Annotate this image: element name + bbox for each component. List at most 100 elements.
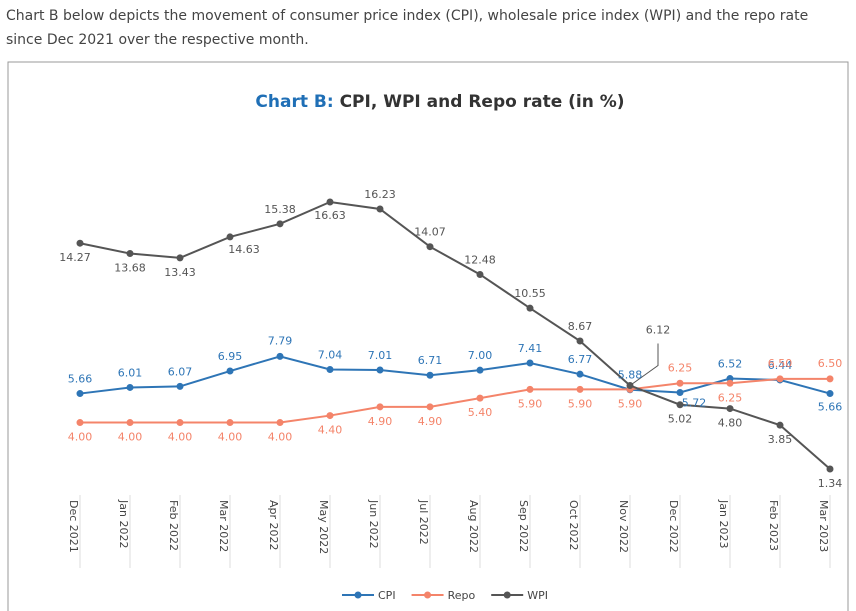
data-point bbox=[276, 220, 284, 228]
intro-box: Chart B below depicts the movement of co… bbox=[6, 8, 809, 48]
legend-label: CPI bbox=[378, 589, 396, 602]
data-label: 7.41 bbox=[518, 342, 543, 355]
data-label: 7.01 bbox=[368, 349, 393, 362]
data-point bbox=[826, 375, 834, 383]
data-label: 6.71 bbox=[418, 354, 443, 367]
data-point bbox=[726, 405, 734, 413]
title-main: CPI, WPI and Repo rate (in %) bbox=[340, 92, 625, 112]
data-label: 4.00 bbox=[168, 431, 193, 444]
x-tick-label: Nov 2022 bbox=[617, 500, 630, 553]
legend-label: WPI bbox=[527, 589, 548, 602]
data-point bbox=[476, 270, 484, 278]
data-label: 5.88 bbox=[618, 369, 643, 382]
data-point bbox=[376, 403, 384, 411]
data-point bbox=[826, 390, 834, 398]
x-tick-label: Mar 2022 bbox=[217, 500, 230, 552]
data-label: 8.67 bbox=[568, 320, 593, 333]
series-line bbox=[80, 377, 830, 424]
data-point bbox=[76, 239, 84, 247]
data-label: 4.80 bbox=[718, 417, 743, 430]
data-point bbox=[176, 254, 184, 262]
data-label: 6.52 bbox=[718, 358, 743, 371]
data-label: 5.90 bbox=[618, 397, 643, 410]
x-tick-label: Jan 2022 bbox=[117, 499, 130, 548]
data-point bbox=[226, 367, 234, 375]
data-label: 6.07 bbox=[168, 365, 193, 378]
data-point bbox=[426, 403, 434, 411]
data-point bbox=[276, 419, 284, 427]
x-tick-label: Dec 2022 bbox=[667, 500, 680, 553]
data-point bbox=[526, 385, 534, 393]
x-tick-label: Jan 2023 bbox=[717, 499, 730, 548]
data-label: 5.66 bbox=[818, 401, 843, 414]
data-label: 6.25 bbox=[718, 391, 743, 404]
legend-label: Repo bbox=[448, 589, 476, 602]
data-point bbox=[676, 379, 684, 387]
data-label: 5.90 bbox=[518, 397, 543, 410]
data-point bbox=[726, 379, 734, 387]
data-point bbox=[226, 233, 234, 241]
x-tick-label: Feb 2022 bbox=[167, 500, 180, 551]
data-point bbox=[776, 375, 784, 383]
chart-frame bbox=[7, 61, 849, 611]
data-point bbox=[126, 383, 134, 391]
x-tick-label: Sep 2022 bbox=[517, 500, 530, 552]
x-tick-label: Mar 2023 bbox=[817, 500, 830, 552]
data-point bbox=[326, 412, 334, 420]
data-point bbox=[376, 366, 384, 374]
x-tick-label: Dec 2021 bbox=[67, 500, 80, 553]
data-point bbox=[426, 243, 434, 251]
data-point bbox=[576, 337, 584, 345]
data-point bbox=[426, 371, 434, 379]
data-point bbox=[476, 394, 484, 402]
leader-line bbox=[629, 343, 659, 386]
data-point bbox=[326, 198, 334, 206]
data-point bbox=[526, 304, 534, 312]
legend-dot bbox=[424, 591, 432, 599]
x-tick-label: Oct 2022 bbox=[567, 500, 580, 551]
data-label: 4.00 bbox=[68, 431, 93, 444]
data-label: 5.02 bbox=[668, 413, 693, 426]
data-label: 5.40 bbox=[468, 406, 493, 419]
data-point bbox=[326, 365, 334, 373]
x-tick-label: Feb 2023 bbox=[767, 500, 780, 551]
data-point bbox=[626, 382, 634, 390]
data-label: 6.50 bbox=[768, 357, 793, 370]
intro-text: Chart B below depicts the movement of co… bbox=[6, 8, 809, 48]
data-label: 15.38 bbox=[264, 203, 296, 216]
data-label: 13.68 bbox=[114, 262, 146, 275]
data-label: 7.00 bbox=[468, 349, 493, 362]
data-point bbox=[676, 389, 684, 397]
data-label: 13.43 bbox=[164, 266, 196, 279]
data-point bbox=[676, 401, 684, 409]
data-label: 14.27 bbox=[59, 251, 91, 264]
title-prefix: Chart B: bbox=[255, 92, 333, 112]
data-label: 4.40 bbox=[318, 424, 343, 437]
chart-title: Chart B: CPI, WPI and Repo rate (in %) bbox=[255, 92, 624, 112]
data-label: 6.01 bbox=[118, 366, 143, 379]
data-label: 6.50 bbox=[818, 357, 843, 370]
data-point bbox=[526, 359, 534, 367]
x-tick-label: Jul 2022 bbox=[417, 499, 430, 545]
data-label: 6.95 bbox=[218, 350, 243, 363]
data-point bbox=[826, 465, 834, 473]
data-label: 7.04 bbox=[318, 348, 343, 361]
data-point bbox=[776, 421, 784, 429]
legend-dot bbox=[503, 591, 511, 599]
data-point bbox=[76, 390, 84, 398]
data-label: 6.25 bbox=[668, 361, 693, 374]
data-label: 6.77 bbox=[568, 353, 593, 366]
series-line bbox=[79, 200, 831, 470]
data-label: 6.12 bbox=[646, 324, 671, 337]
data-point bbox=[576, 370, 584, 378]
data-point bbox=[176, 419, 184, 427]
data-label: 7.79 bbox=[268, 334, 293, 347]
data-point bbox=[376, 205, 384, 213]
data-label: 4.90 bbox=[418, 415, 443, 428]
data-label: 1.34 bbox=[818, 477, 843, 490]
data-label: 3.85 bbox=[768, 433, 793, 446]
data-label: 4.00 bbox=[118, 431, 143, 444]
x-tick-label: May 2022 bbox=[317, 500, 330, 554]
data-label: 5.72 bbox=[682, 397, 707, 410]
x-tick-label: Jun 2022 bbox=[367, 499, 380, 549]
